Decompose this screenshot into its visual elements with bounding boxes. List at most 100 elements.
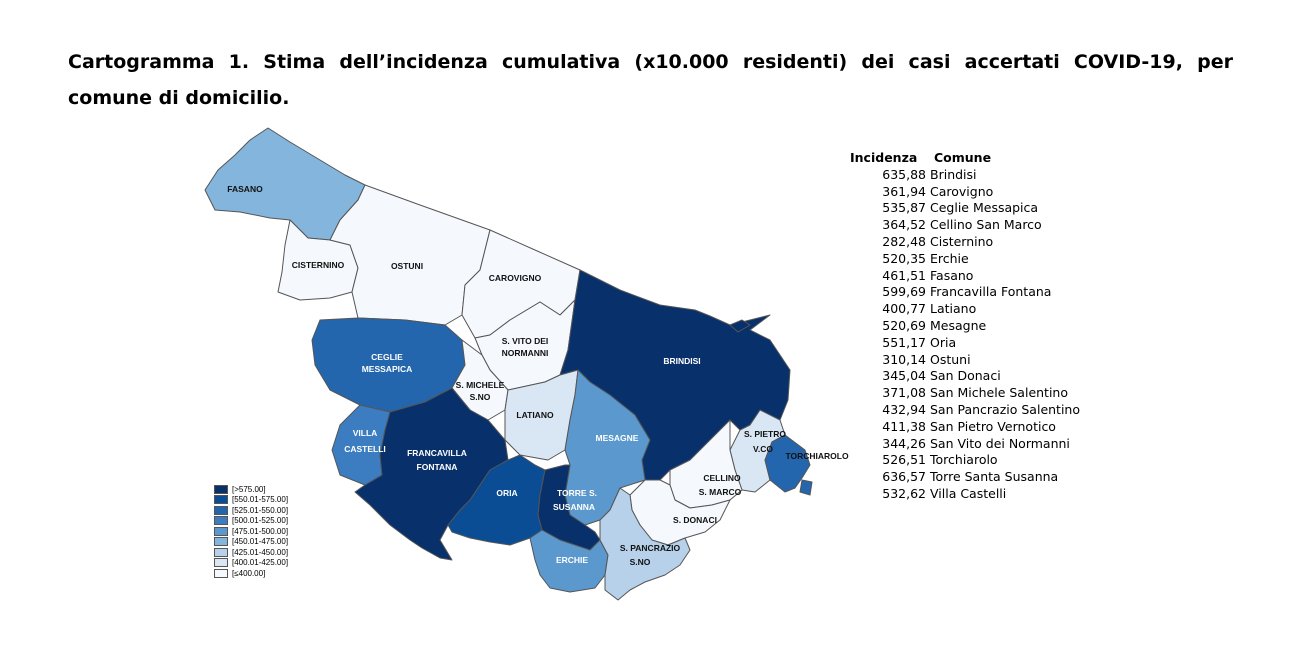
label-ostuni: OSTUNI [391, 261, 423, 271]
label-villa-1: VILLA [353, 428, 378, 438]
legend-swatch [214, 526, 228, 536]
comune-name: Ceglie Messapica [930, 200, 1039, 216]
label-san-pietro-2: V.CO [753, 444, 773, 454]
legend-item: [425.01-450.00] [214, 547, 288, 558]
table-row: 310,14 Ostuni [850, 352, 1080, 369]
legend-label: [525.01-550.00] [232, 505, 289, 515]
label-san-vito-2: NORMANNI [502, 348, 549, 358]
table-header: Incidenza Comune [850, 150, 1080, 167]
label-san-michele-2: S.NO [470, 392, 491, 402]
table-row: 371,08 San Michele Salentino [850, 385, 1080, 402]
incidence-value: 599,69 [882, 284, 926, 300]
choropleth-map: FASANO CISTERNINO OSTUNI CAROVIGNO S. VI… [204, 127, 849, 601]
region-francavilla[interactable] [354, 387, 509, 561]
label-carovigno: CAROVIGNO [489, 273, 542, 283]
table-row: 520,69 Mesagne [850, 318, 1080, 335]
incidence-value: 535,87 [882, 200, 926, 216]
label-latiano: LATIANO [516, 410, 554, 420]
comune-name: Latiano [930, 301, 977, 317]
legend-label: [550.01-575.00] [232, 495, 289, 505]
table-row: 551,17 Oria [850, 335, 1080, 352]
comune-name: San Vito dei Normanni [930, 435, 1070, 451]
incidence-value: 361,94 [882, 183, 926, 199]
table-row: 535,87 Ceglie Messapica [850, 200, 1080, 217]
comune-name: Cellino San Marco [930, 217, 1042, 233]
legend-label: [>575.00] [232, 484, 266, 494]
comune-name: Carovigno [930, 183, 994, 199]
table-row: 461,51 Fasano [850, 268, 1080, 285]
comune-name: Mesagne [930, 317, 987, 333]
incidence-value: 371,08 [882, 385, 926, 401]
comune-name: San Donaci [930, 368, 1001, 384]
header-incidenza: Incidenza [850, 150, 918, 165]
incidence-value: 526,51 [882, 452, 926, 468]
legend-swatch [214, 558, 228, 568]
region-cisternino[interactable] [277, 219, 359, 301]
incidence-value: 345,04 [882, 368, 926, 384]
region-san-michele[interactable] [451, 339, 509, 421]
legend-swatch [214, 537, 228, 547]
region-erchie[interactable] [529, 529, 609, 593]
comune-name: San Pietro Vernotico [930, 418, 1056, 434]
legend-item: [450.01-475.00] [214, 537, 288, 548]
legend-item: [400.01-425.00] [214, 558, 288, 569]
incidence-value: 432,94 [882, 401, 926, 417]
region-torchiarolo-islet [799, 479, 813, 496]
label-fasano: FASANO [227, 184, 263, 194]
incidence-value: 344,26 [882, 435, 926, 451]
incidence-value: 520,69 [882, 317, 926, 333]
label-san-pietro-1: S. PIETRO [744, 429, 786, 439]
incidence-value: 520,35 [882, 250, 926, 266]
label-san-donaci: S. DONACI [673, 515, 717, 525]
label-ceglie-2: MESSAPICA [362, 364, 413, 374]
comune-name: Villa Castelli [930, 485, 1007, 501]
incidence-value: 551,17 [882, 334, 926, 350]
map-legend: [>575.00] [550.01-575.00] [525.01-550.00][… [214, 484, 288, 579]
map-title: Cartogramma 1. Stima dell’incidenza cumu… [68, 51, 1233, 109]
comune-name: San Michele Salentino [930, 385, 1068, 401]
incidence-value: 411,38 [882, 418, 926, 434]
label-torre-2: SUSANNA [553, 502, 595, 512]
region-san-pancrazio[interactable] [599, 487, 691, 601]
header-comune: Comune [934, 150, 992, 165]
comune-name: San Pancrazio Salentino [930, 401, 1080, 417]
table-row: 520,35 Erchie [850, 251, 1080, 268]
incidence-value: 282,48 [882, 233, 926, 249]
region-oria[interactable] [447, 454, 546, 546]
legend-label: [400.01-425.00] [232, 558, 289, 568]
legend-item: [≤400.00] [214, 568, 288, 579]
comune-name: Brindisi [930, 166, 977, 182]
incidence-value: 400,77 [882, 301, 926, 317]
table-row: 344,26 San Vito dei Normanni [850, 436, 1080, 453]
comune-name: Ostuni [930, 351, 971, 367]
region-brindisi-islet [729, 319, 751, 333]
table-row: 345,04 San Donaci [850, 368, 1080, 385]
table-row: 282,48 Cisternino [850, 234, 1080, 251]
label-francavilla-1: FRANCAVILLA [407, 448, 467, 458]
table-row: 361,94 Carovigno [850, 184, 1080, 201]
label-san-vito-1: S. VITO DEI [502, 336, 549, 346]
legend-label: [450.01-475.00] [232, 537, 289, 547]
incidence-table: Incidenza Comune 635,88 Brindisi 361,94 Car… [850, 150, 1080, 503]
incidence-value: 310,14 [882, 351, 926, 367]
table-row: 635,88 Brindisi [850, 167, 1080, 184]
legend-item: [525.01-550.00] [214, 505, 288, 516]
comune-name: Oria [930, 334, 957, 350]
incidence-value: 635,88 [882, 166, 926, 182]
comune-name: Torchiarolo [930, 452, 998, 468]
legend-label: [500.01-525.00] [232, 516, 289, 526]
comune-name: Erchie [930, 250, 969, 266]
legend-label: [≤400.00] [232, 568, 266, 578]
table-row: 599,69 Francavilla Fontana [850, 284, 1080, 301]
legend-swatch [214, 495, 228, 505]
legend-swatch [214, 484, 228, 494]
table-rows: 635,88 Brindisi 361,94 Carovigno 535,87 Cegli… [850, 167, 1080, 503]
table-row: 411,38 San Pietro Vernotico [850, 419, 1080, 436]
label-ceglie-1: CEGLIE [371, 352, 403, 362]
label-erchie: ERCHIE [556, 555, 588, 565]
legend-label: [425.01-450.00] [232, 547, 289, 557]
region-torchiarolo[interactable] [764, 434, 811, 493]
comune-name: Francavilla Fontana [930, 284, 1052, 300]
comune-name: Fasano [930, 267, 974, 283]
legend-item: [550.01-575.00] [214, 495, 288, 506]
